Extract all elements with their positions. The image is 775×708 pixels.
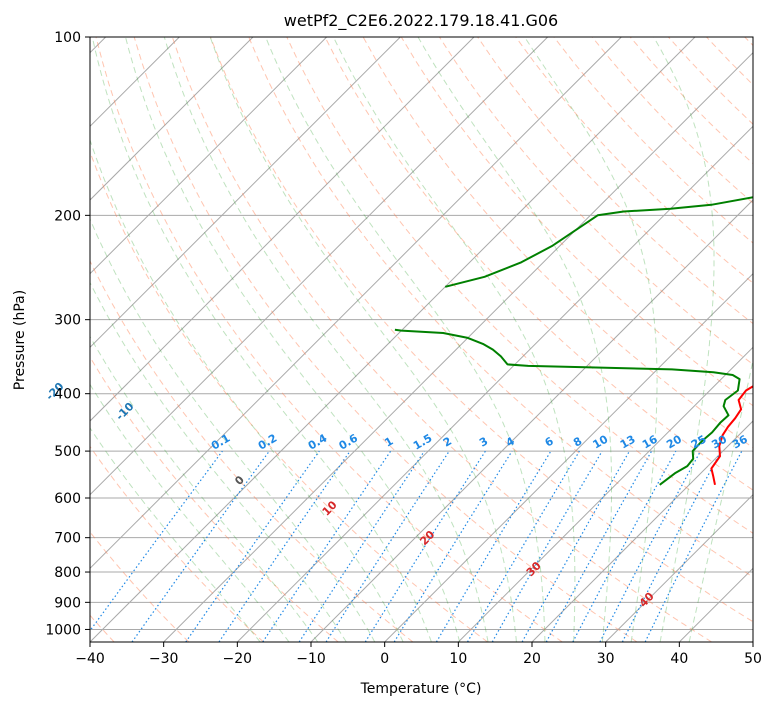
y-tick-label: 400 (54, 387, 81, 403)
mixing-ratio-line (644, 450, 743, 642)
dry-adiabat (90, 445, 264, 642)
mixing-ratio-line (325, 450, 450, 642)
x-axis-title: Temperature (°C) (360, 681, 482, 697)
isotherm-10 (457, 346, 753, 642)
dry-adiabat (210, 37, 753, 623)
isotherm--10 (310, 199, 753, 642)
isotherm--20 (236, 125, 753, 642)
mixing-ratio-line (90, 450, 223, 632)
x-tick-label: 20 (523, 651, 541, 667)
x-tick-label: −30 (149, 651, 179, 667)
moist-adiabat (653, 37, 715, 642)
moist-adiabat (417, 37, 612, 642)
isotherm--50 (90, 37, 622, 570)
mixing-ratio-line (393, 450, 513, 642)
moist-adiabat (688, 358, 753, 642)
dry-adiabat (286, 37, 753, 534)
dewpoint-profile-2 (444, 196, 753, 288)
moist-adiabat (90, 427, 261, 642)
dry-adiabat (133, 37, 638, 642)
y-tick-label: 1000 (45, 622, 81, 638)
isotherm--60 (90, 37, 549, 496)
moist-adiabat (163, 37, 489, 642)
dewpoint-profile-1 (394, 328, 741, 486)
mixing-ratio-line (545, 450, 653, 642)
isotherm--30 (163, 51, 753, 642)
plot-area (90, 37, 753, 642)
isotherm--90 (90, 37, 328, 275)
plot-background (90, 37, 753, 642)
y-tick-label: 700 (54, 531, 81, 547)
mixing-ratio-line (521, 450, 631, 642)
mixing-ratio-line (218, 450, 351, 642)
x-tick-label: 0 (380, 651, 389, 667)
dry-adiabat (248, 37, 753, 578)
x-tick-label: 30 (597, 651, 615, 667)
y-tick-label: 900 (54, 595, 81, 611)
x-tick-label: 10 (449, 651, 467, 667)
moist-adiabat (91, 37, 432, 642)
moist-adiabat (265, 37, 546, 642)
mixing-ratio-line (572, 450, 677, 642)
moist-adiabat (90, 281, 347, 642)
mixing-ratio-line (262, 450, 392, 642)
x-tick-label: −40 (75, 651, 105, 667)
plot-frame (89, 36, 754, 643)
x-tick-label: 50 (744, 651, 762, 667)
moist-adiabat (332, 37, 576, 642)
moist-adiabat (524, 37, 658, 642)
moist-adiabat (90, 383, 290, 642)
dry-adiabat (324, 37, 753, 491)
mixing-ratio-line (185, 450, 320, 642)
moist-adiabat (90, 138, 404, 642)
x-tick-label: −20 (223, 651, 253, 667)
dry-adiabat (90, 259, 414, 642)
axes: −40 −30 −20 −10 0 10 20 30 40 50 100 200 300 400 500 60… (45, 30, 762, 667)
y-tick-label: 300 (54, 313, 81, 329)
y-tick-label: 100 (54, 30, 81, 46)
temperature-profile (710, 385, 753, 486)
y-tick-label: 500 (54, 444, 81, 460)
mixing-ratio-line (298, 450, 425, 642)
isotherm--70 (90, 37, 475, 422)
isotherm-30 (605, 493, 753, 642)
moist-adiabat (209, 37, 517, 642)
chart-title: wetPf2_C2E6.2022.179.18.41.G06 (284, 11, 558, 31)
y-axis-title: Pressure (hPa) (12, 290, 28, 390)
mixing-ratio-line (131, 450, 270, 642)
isotherm-20 (531, 420, 753, 642)
dry-adiabat (95, 37, 563, 642)
moist-adiabat (90, 217, 376, 642)
isotherm-50 (752, 641, 753, 642)
y-tick-label: 800 (54, 565, 81, 581)
y-tick-label: 200 (54, 208, 81, 224)
moist-adiabat (125, 37, 461, 642)
isotherm--80 (90, 37, 401, 349)
dry-adiabat (515, 37, 753, 284)
moist-adiabat (90, 335, 319, 642)
dry-adiabat (90, 356, 339, 642)
x-tick-label: 40 (670, 651, 688, 667)
x-tick-label: −10 (296, 651, 326, 667)
isotherm--100 (90, 37, 254, 201)
isotherm-0 (384, 272, 753, 642)
y-tick-label: 600 (54, 491, 81, 507)
dry-adiabat (171, 37, 712, 642)
isotherm--40 (90, 37, 696, 642)
